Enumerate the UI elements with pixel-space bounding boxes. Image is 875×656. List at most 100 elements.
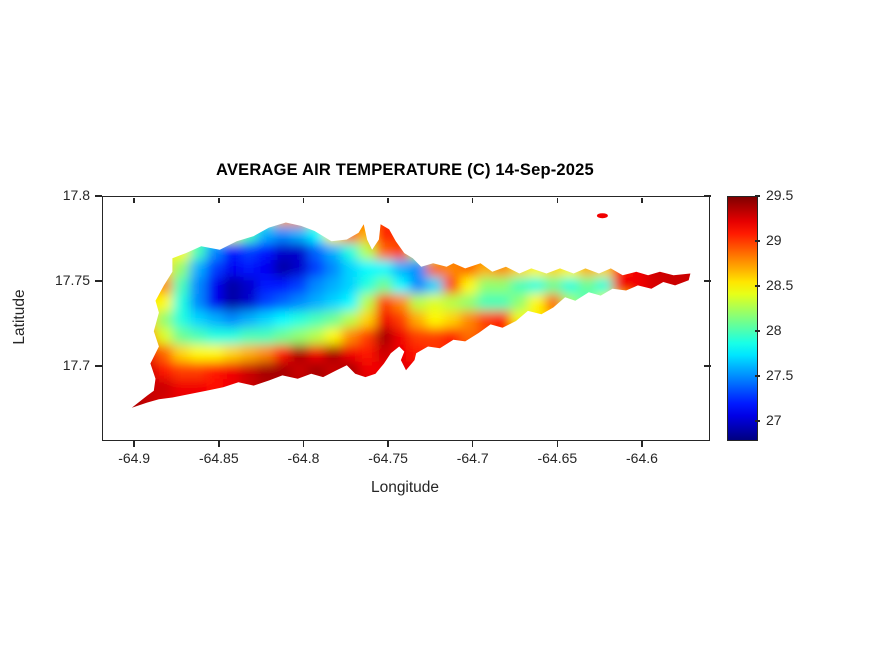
colorbar-tick-mark (755, 285, 760, 287)
x-tick-mark-top (302, 197, 305, 203)
temperature-cell (510, 225, 538, 254)
temperature-cell (646, 242, 674, 271)
x-tick-mark-top (641, 197, 643, 203)
temperature-cell (494, 327, 522, 355)
temperature-cell (409, 222, 437, 237)
chart-title: AVERAGE AIR TEMPERATURE (C) 14-Sep-2025 (216, 161, 594, 179)
temperature-cell (663, 293, 691, 322)
temperature-cell (443, 361, 471, 389)
island-heatmap (131, 197, 691, 408)
x-tick-mark-top (387, 197, 389, 203)
temperature-cell (409, 344, 437, 372)
colorbar-tick-label: 27.5 (766, 367, 794, 383)
y-tick-label: 17.7 (62, 356, 90, 373)
temperature-cell (663, 242, 691, 271)
temperature-cell (460, 344, 488, 372)
temperature-cell (257, 378, 285, 406)
temperature-cell (527, 310, 555, 339)
temperature-cell (527, 242, 555, 271)
temperature-cell (595, 225, 623, 254)
x-tick-label: -64.8 (287, 450, 320, 466)
temperature-cell (189, 197, 216, 219)
temperature-cell (578, 327, 606, 355)
temperature-cell (223, 222, 251, 237)
temperature-cell (544, 310, 572, 339)
x-tick-label: -64.85 (198, 450, 239, 466)
temperature-cell (561, 310, 589, 339)
temperature-cell (376, 197, 403, 219)
temperature-cell (223, 197, 250, 219)
temperature-cell (131, 310, 149, 339)
temperature-cell (494, 242, 522, 271)
temperature-cell (358, 378, 386, 406)
temperature-cell (612, 242, 640, 271)
x-tick-label: -64.6 (626, 450, 658, 466)
temperature-cell (663, 225, 691, 254)
x-tick-mark-top (133, 197, 135, 203)
temperature-cell (443, 344, 471, 372)
colorbar-gradient (728, 197, 757, 440)
temperature-cell (155, 222, 183, 237)
temperature-cell (680, 293, 691, 322)
temperature-cell (325, 197, 352, 219)
temperature-cell (131, 327, 132, 355)
colorbar-tick-label: 27 (766, 412, 782, 428)
temperature-cell (477, 344, 505, 372)
temperature-cell (291, 197, 318, 219)
temperature-cell (342, 197, 369, 219)
temperature-cell (375, 378, 403, 406)
temperature-cell (206, 197, 233, 219)
temperature-cell (595, 242, 623, 271)
temperature-cell (274, 395, 302, 408)
y-tick-mark-right (704, 365, 711, 367)
temperature-cell (578, 293, 606, 322)
temperature-cell (460, 327, 488, 355)
temperature-cell (138, 259, 166, 288)
temperature-cell (409, 197, 436, 219)
y-tick-mark (95, 280, 102, 282)
temperature-cell (460, 225, 488, 254)
temperature-cell (290, 395, 318, 408)
temperature-cell (409, 361, 437, 389)
temperature-cell (510, 327, 538, 355)
temperature-cell (307, 395, 335, 408)
temperature-cell (510, 344, 538, 372)
temperature-cell (544, 225, 572, 254)
x-tick-mark (133, 440, 135, 447)
temperature-cell (561, 327, 589, 355)
temperature-cell (409, 378, 437, 406)
temperature-cell (646, 225, 674, 254)
colorbar-tick-label: 29.5 (766, 187, 794, 203)
temperature-cell (138, 395, 166, 408)
temperature-cell (240, 378, 268, 406)
temperature-cell (460, 361, 488, 389)
temperature-cell (494, 344, 522, 372)
x-tick-mark-top (556, 197, 559, 203)
temperature-cell (131, 361, 132, 389)
colorbar-tick-mark (755, 420, 760, 422)
temperature-cell (578, 242, 606, 271)
temperature-cell (426, 344, 454, 372)
temperature-cell (409, 225, 437, 254)
temperature-cell (393, 197, 420, 219)
x-axis-label: Longitude (370, 479, 440, 496)
temperature-cell (544, 327, 572, 355)
temperature-cell (578, 310, 606, 339)
temperature-cell (131, 344, 149, 372)
temperature-cell (426, 378, 454, 406)
colorbar-tick-mark (755, 375, 760, 377)
temperature-cell (341, 378, 369, 406)
temperature-cell (595, 310, 623, 339)
temperature-cell (131, 378, 132, 406)
temperature-cell (561, 242, 589, 271)
temperature-cell (308, 197, 335, 219)
temperature-cell (206, 222, 234, 237)
temperature-cell (240, 395, 268, 408)
temperature-cell (138, 225, 166, 254)
temperature-cell (240, 197, 267, 219)
temperature-cell (131, 225, 149, 254)
temperature-cell (324, 222, 352, 237)
colorbar-tick-mark (755, 330, 760, 332)
temperature-cell (527, 344, 555, 372)
temperature-cell (131, 361, 149, 389)
